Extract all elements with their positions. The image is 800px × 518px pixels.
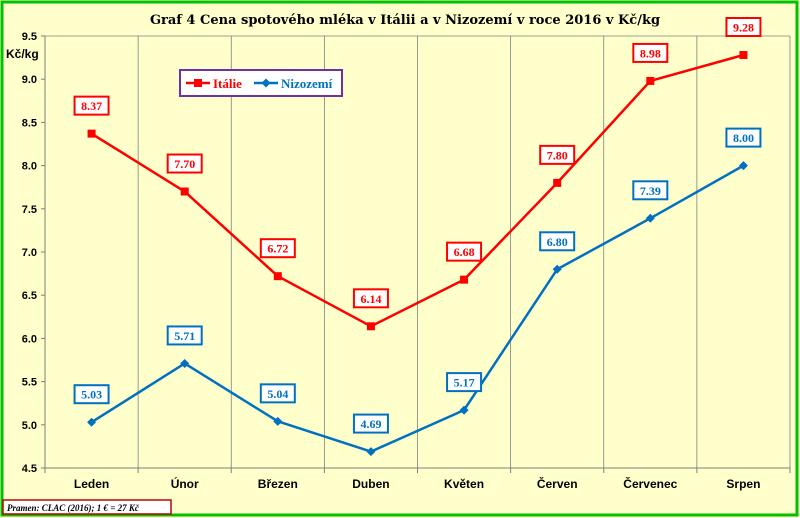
- data-label: 6.72: [267, 242, 288, 256]
- series-line: [90, 164, 745, 453]
- data-point: [366, 322, 375, 331]
- data-label-box: [539, 144, 576, 165]
- x-tick-label: Únor: [171, 476, 199, 491]
- data-label-box: [352, 288, 389, 309]
- x-tick-label: Březen: [258, 477, 298, 491]
- y-tick-label: 5.0: [22, 420, 37, 432]
- data-point: [646, 76, 655, 85]
- data-label-box: [446, 372, 483, 393]
- data-label: 5.03: [81, 388, 102, 402]
- source-note: Pramen: CLAC (2016); 1 € = 27 Kč: [2, 499, 172, 515]
- source-text: Pramen: CLAC (2016); 1 € = 27 Kč: [7, 503, 140, 513]
- data-label: 6.80: [547, 235, 568, 249]
- legend-marker: [261, 78, 271, 88]
- data-label-box: [632, 180, 669, 201]
- x-tick-label: Srpen: [726, 477, 760, 491]
- data-point: [273, 416, 283, 426]
- x-tick-label: Červen: [537, 476, 578, 491]
- x-tick-label: Leden: [74, 477, 109, 491]
- data-point: [738, 161, 748, 171]
- data-label-box: [73, 95, 110, 116]
- data-label: 8.98: [640, 46, 661, 60]
- data-label-box: [259, 383, 296, 404]
- data-label-box: [73, 384, 110, 405]
- data-label: 4.69: [360, 417, 381, 431]
- x-tick-label: Červenec: [623, 476, 677, 491]
- y-tick-label: 6.0: [22, 333, 37, 345]
- y-axis-label: Kč/kg: [6, 47, 39, 61]
- data-label-box: [632, 42, 669, 63]
- series-1: 8.37 7.70 6.72 6.14 6.68 7.80 8.98 9.28: [73, 17, 762, 331]
- y-tick-label: 8.0: [22, 161, 37, 173]
- legend: Itálie Nizozemí: [179, 69, 343, 97]
- x-tick-label: Duben: [352, 477, 389, 491]
- x-tick-label: Květen: [444, 477, 484, 491]
- data-label: 5.71: [174, 329, 195, 343]
- data-label: 8.37: [81, 99, 102, 113]
- data-label-box: [539, 231, 576, 252]
- data-label: 5.17: [454, 376, 475, 390]
- plot-area: 4.5 5.0 5.5 6.0 6.5 7.0 7.5 8.0 8.5 9.0 9.5 Kč/kg Le…: [6, 17, 791, 491]
- data-label-box: [725, 17, 762, 38]
- data-label-box: [259, 238, 296, 259]
- y-tick-label: 7.5: [22, 204, 37, 216]
- y-tick-label: 5.5: [22, 377, 37, 389]
- series-line: [90, 53, 744, 328]
- source-box: [2, 499, 172, 515]
- legend-marker: [194, 79, 202, 87]
- series-2: 5.03 5.71 5.04 4.69 5.17 6.80 7.39 8.00: [73, 127, 762, 457]
- data-point: [645, 213, 655, 223]
- data-point: [87, 417, 97, 427]
- legend-label: Itálie: [213, 76, 242, 91]
- data-label-box: [166, 325, 203, 346]
- data-point: [87, 129, 96, 138]
- y-tick-label: 9.5: [22, 31, 37, 43]
- data-label: 7.80: [547, 148, 568, 162]
- data-label: 9.28: [733, 21, 754, 35]
- y-tick-label: 6.5: [22, 290, 37, 302]
- data-label: 5.04: [267, 387, 288, 401]
- data-point: [366, 447, 376, 457]
- y-tick-label: 8.5: [22, 117, 37, 129]
- data-point: [273, 272, 282, 281]
- data-point: [459, 405, 469, 415]
- y-tick-label: 7.0: [22, 247, 37, 259]
- data-point: [460, 275, 469, 284]
- data-label-box: [166, 153, 203, 174]
- y-tick-label: 9.0: [22, 74, 37, 86]
- data-label-box: [725, 127, 762, 148]
- data-label-box: [446, 241, 483, 262]
- data-label: 6.14: [360, 292, 381, 306]
- chart-title: Graf 4 Cena spotového mléka v Itálii a v…: [150, 13, 660, 28]
- data-point: [553, 178, 562, 187]
- data-label: 7.70: [174, 157, 195, 171]
- data-point: [552, 264, 562, 274]
- y-tick-label: 4.5: [22, 463, 37, 475]
- legend-label: Nizozemí: [281, 76, 333, 91]
- data-label: 6.68: [454, 245, 475, 259]
- data-label-box: [352, 413, 389, 434]
- data-point: [180, 187, 189, 196]
- data-label: 8.00: [733, 131, 754, 145]
- data-point: [180, 358, 190, 368]
- data-label: 7.39: [640, 184, 661, 198]
- data-point: [739, 51, 748, 60]
